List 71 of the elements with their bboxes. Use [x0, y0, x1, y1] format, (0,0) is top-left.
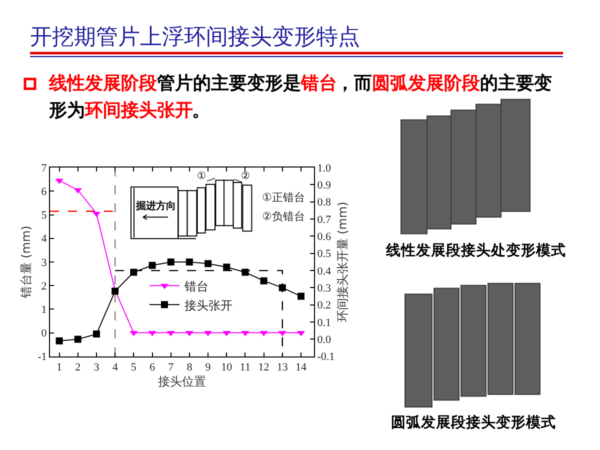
x-tick-label: 2	[75, 362, 81, 374]
y2-tick-label: 0.3	[317, 282, 332, 295]
annotation: 掘进方向	[135, 200, 176, 212]
y2-tick-label: 0.5	[317, 248, 332, 260]
legend-label: 错台	[184, 279, 208, 294]
x-tick-label: 3	[94, 362, 100, 374]
y-tick-label: 2	[41, 280, 47, 292]
annotation: ①正错台	[262, 191, 305, 204]
point	[278, 284, 286, 292]
text: 线性发展段接头处变形模式	[385, 241, 566, 259]
point	[148, 262, 156, 269]
y2-tick-label: 1.0	[317, 162, 332, 174]
point	[56, 337, 63, 344]
text: 。	[192, 100, 210, 121]
x-tick-label: 13	[276, 362, 288, 374]
y2-tick-label: 0.6	[317, 231, 332, 244]
point	[223, 264, 230, 271]
x-tick-label: 12	[258, 362, 270, 374]
y-tick-label: 4	[41, 233, 48, 246]
text: ，而	[336, 73, 372, 94]
point	[186, 258, 193, 266]
annotation: ②负错台	[262, 210, 305, 223]
y-axis-title: 错台量 (mm)	[18, 226, 33, 300]
y2-tick-label: 0.4	[317, 265, 332, 278]
text: 线性发展阶段	[48, 73, 158, 94]
point	[130, 268, 138, 276]
text: 的主要变	[480, 73, 552, 94]
annotation: ①	[197, 171, 206, 182]
x-tick-label: 5	[130, 362, 137, 374]
y2-tick-label: -0.1	[317, 351, 335, 364]
x-tick-label: 8	[186, 362, 193, 374]
y-tick-label: 1	[41, 304, 47, 316]
point	[297, 292, 304, 300]
text: 圆弧发展阶段	[372, 73, 481, 94]
point	[242, 268, 249, 276]
y2-tick-label: 0.8	[317, 196, 332, 209]
y2-axis-title: 环间接头张开量 (mm)	[336, 202, 350, 322]
x-tick-label: 10	[221, 362, 233, 374]
x-tick-label: 1	[56, 362, 62, 374]
point	[204, 260, 212, 268]
point	[92, 330, 100, 338]
y2-tick-label: 0.2	[317, 300, 331, 312]
y-tick-label: 6	[41, 186, 48, 198]
point	[55, 178, 64, 184]
y-tick-label: 3	[41, 256, 48, 269]
point	[260, 277, 268, 284]
x-tick-label: 14	[295, 362, 307, 374]
text: 环间接头张开	[84, 100, 193, 121]
annotation: ②	[241, 171, 250, 182]
y2-tick-label: 0.9	[317, 180, 332, 192]
y2-tick-label: 0.0	[317, 334, 332, 346]
x-tick-label: 9	[205, 362, 212, 374]
x-tick-label: 7	[168, 362, 174, 374]
y-tick-label: 0	[41, 328, 48, 340]
y2-tick-label: 0.7	[317, 214, 332, 226]
x-tick-label: 4	[112, 362, 118, 374]
y2-tick-label: 0.1	[317, 316, 331, 329]
point	[74, 336, 82, 343]
y-tick-label: 7	[41, 162, 48, 174]
chart-title: 开挖期管片上浮环间接头变形特点	[30, 24, 360, 50]
y-tick-label: -1	[38, 351, 47, 364]
text: 形为	[48, 100, 85, 121]
point	[167, 258, 174, 266]
x-tick-label: 11	[240, 362, 251, 374]
text: 管片的主要变形是	[156, 73, 301, 94]
x-axis-title: 接头位置	[158, 374, 206, 388]
legend-label: 接头张开	[184, 298, 232, 312]
text: 错台	[300, 73, 337, 94]
y-tick-label: 5	[41, 210, 48, 222]
x-tick-label: 6	[150, 362, 156, 374]
text: 圆弧发展段接头变形模式	[391, 413, 556, 431]
